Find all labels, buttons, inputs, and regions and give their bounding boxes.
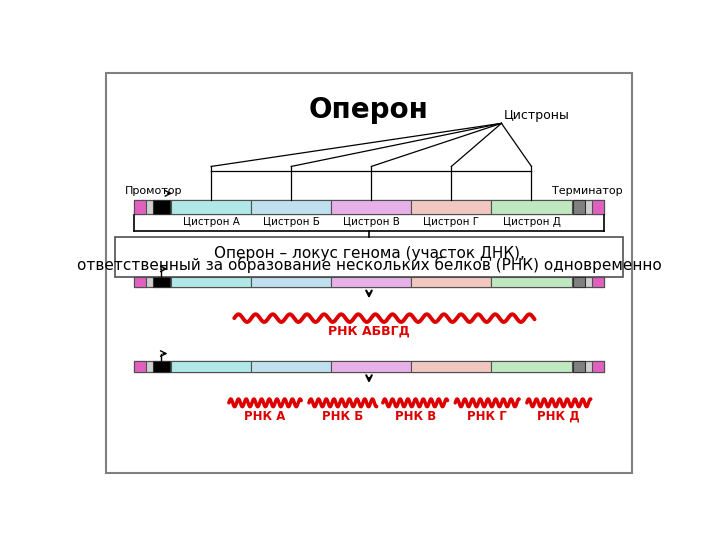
Bar [411,200,492,214]
Text: РНК Б: РНК Б [322,410,364,423]
Text: Цистрон Д: Цистрон Д [503,217,560,227]
Bar [573,200,585,214]
Bar [573,361,585,372]
Bar [492,200,572,214]
Bar [573,276,585,287]
Bar [331,200,411,214]
Bar [592,276,604,287]
Text: РНК Д: РНК Д [537,410,580,423]
Bar [134,361,604,372]
Text: Цистрон В: Цистрон В [343,217,400,227]
Bar [134,276,146,287]
Text: Промотор: Промотор [125,186,182,197]
FancyBboxPatch shape [106,72,632,473]
Text: Цистроны: Цистроны [504,109,570,122]
Text: Терминатор: Терминатор [552,186,622,197]
Bar [153,200,170,214]
Bar [592,361,604,372]
Bar [134,361,146,372]
Text: РНК В: РНК В [395,410,436,423]
Bar [251,276,331,287]
Text: Цистрон Б: Цистрон Б [263,217,320,227]
Bar [251,361,331,372]
Text: Оперон: Оперон [309,96,429,124]
Bar [171,200,251,214]
Text: РНК А: РНК А [244,410,286,423]
Bar [411,276,492,287]
Text: РНК АБВГД: РНК АБВГД [328,325,410,338]
Bar [592,200,604,214]
Bar [411,361,492,372]
Text: Цистрон А: Цистрон А [183,217,240,227]
Bar [492,361,572,372]
Bar [331,276,411,287]
Bar [153,276,170,287]
Text: Цистрон Г: Цистрон Г [423,217,480,227]
Bar [171,276,251,287]
Text: Оперон – локус генома (участок ДНК),: Оперон – локус генома (участок ДНК), [214,246,524,261]
Bar [171,361,251,372]
Text: ответственный за образование нескольких белков (РНК) одновременно: ответственный за образование нескольких … [76,257,662,273]
Bar [251,200,331,214]
Bar [153,361,170,372]
Bar [134,200,604,214]
Bar [331,361,411,372]
Bar [492,276,572,287]
Bar [134,276,604,287]
Bar [134,200,146,214]
Text: РНК Г: РНК Г [467,410,507,423]
Bar [115,237,623,278]
